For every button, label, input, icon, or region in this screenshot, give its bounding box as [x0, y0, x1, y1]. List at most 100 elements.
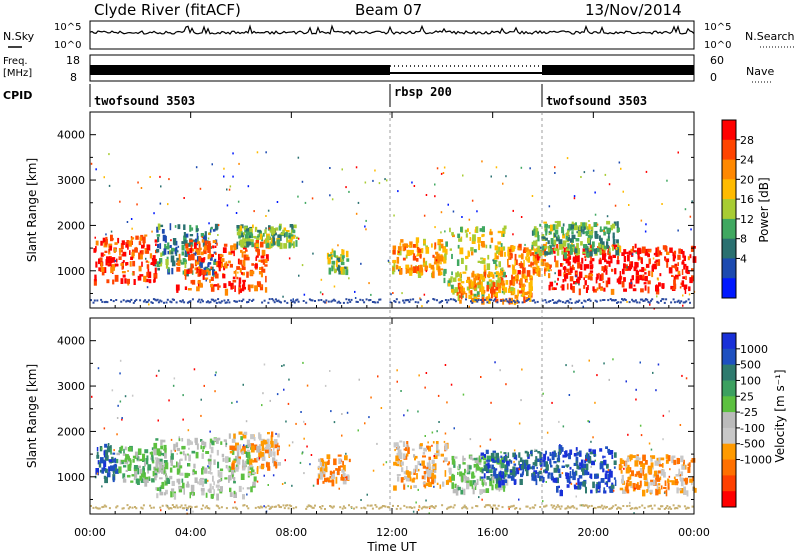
heatmap-cell — [152, 298, 155, 301]
heatmap-cell — [183, 232, 186, 238]
heatmap-cell — [474, 483, 477, 490]
heatmap-cell — [208, 222, 210, 225]
heatmap-cell — [336, 257, 341, 262]
heatmap-cell — [503, 452, 507, 455]
heatmap-cell — [447, 203, 449, 206]
heatmap-cell — [272, 237, 276, 243]
heatmap-cell — [154, 239, 158, 243]
heatmap-cell — [160, 300, 163, 303]
heatmap-cell — [417, 488, 419, 491]
heatmap-cell — [577, 466, 582, 470]
heatmap-cell — [408, 300, 411, 303]
heatmap-cell — [209, 483, 212, 490]
heatmap-cell — [278, 506, 281, 508]
heatmap-cell — [272, 474, 275, 477]
heatmap-cell — [271, 505, 274, 508]
heatmap-cell — [562, 454, 567, 458]
heatmap-cell — [125, 469, 128, 472]
heatmap-cell — [676, 457, 679, 465]
heatmap-cell — [145, 477, 149, 483]
heatmap-cell — [512, 265, 515, 270]
heatmap-cell — [144, 234, 148, 237]
heatmap-cell — [218, 507, 221, 510]
heatmap-cell — [648, 505, 651, 508]
heatmap-cell — [138, 265, 142, 272]
heatmap-cell — [156, 226, 159, 233]
heatmap-cell — [109, 245, 112, 251]
heatmap-cell — [203, 249, 207, 255]
heatmap-cell — [645, 170, 648, 173]
heatmap-cell — [470, 290, 473, 295]
heatmap-cell — [410, 507, 413, 509]
heatmap-cell — [616, 227, 620, 232]
heatmap-cell — [678, 505, 681, 508]
heatmap-cell — [204, 231, 207, 239]
heatmap-cell — [609, 487, 612, 493]
heatmap-cell — [147, 299, 150, 302]
heatmap-cell — [489, 478, 492, 481]
heatmap-cell — [240, 436, 243, 441]
heatmap-cell — [490, 237, 494, 243]
heatmap-cell — [562, 223, 565, 227]
heatmap-cell — [139, 468, 142, 475]
heatmap-cell — [359, 298, 362, 301]
heatmap-cell — [187, 473, 191, 477]
heatmap-cell — [684, 477, 689, 484]
heatmap-cell — [520, 166, 523, 169]
heatmap-cell — [411, 448, 415, 451]
heatmap-cell — [481, 287, 485, 291]
heatmap-cell — [452, 506, 455, 509]
heatmap-cell — [449, 468, 452, 475]
heatmap-cell — [153, 277, 156, 283]
heatmap-cell — [443, 277, 446, 284]
heatmap-cell — [344, 506, 347, 509]
heatmap-cell — [574, 225, 578, 231]
heatmap-cell — [243, 251, 246, 254]
heatmap-cell — [434, 256, 437, 263]
heatmap-cell — [462, 475, 466, 479]
heatmap-cell — [120, 243, 124, 250]
heatmap-cell — [266, 235, 270, 241]
heatmap-cell — [170, 251, 174, 255]
heatmap-cell — [217, 298, 220, 301]
heatmap-cell — [566, 157, 569, 160]
heatmap-cell — [350, 506, 353, 508]
heatmap-cell — [155, 243, 157, 246]
heatmap-cell — [524, 463, 526, 470]
heatmap-cell — [583, 277, 585, 281]
heatmap-cell — [612, 244, 616, 248]
heatmap-cell — [508, 285, 511, 289]
heatmap-cell — [428, 512, 430, 515]
heatmap-cell — [310, 454, 313, 456]
heatmap-cell — [666, 505, 669, 507]
heatmap-cell — [614, 452, 617, 458]
heatmap-cell — [250, 486, 253, 493]
heatmap-cell — [599, 226, 602, 233]
heatmap-cell — [635, 398, 637, 401]
heatmap-cell — [538, 470, 542, 475]
heatmap-cell — [482, 258, 486, 261]
heatmap-cell — [495, 478, 500, 484]
heatmap-cell — [202, 446, 205, 450]
heatmap-cell — [534, 448, 536, 451]
heatmap-cell — [627, 464, 630, 469]
heatmap-cell — [364, 181, 367, 184]
heatmap-cell — [616, 239, 619, 244]
heatmap-cell — [458, 238, 462, 242]
heatmap-cell — [655, 488, 659, 496]
heatmap-cell — [521, 270, 525, 278]
heatmap-cell — [230, 246, 233, 251]
heatmap-cell — [675, 474, 680, 477]
heatmap-cell — [184, 274, 187, 280]
heatmap-cell — [228, 433, 231, 439]
heatmap-cell — [628, 250, 631, 255]
heatmap-cell — [179, 459, 181, 464]
heatmap-cell — [342, 268, 346, 275]
heatmap-cell — [491, 473, 495, 481]
heatmap-cell — [569, 466, 572, 470]
heatmap-cell — [603, 299, 606, 301]
heatmap-cell — [648, 301, 651, 304]
heatmap-cell — [428, 467, 431, 472]
heatmap-cell — [228, 480, 230, 483]
heatmap-cell — [686, 490, 689, 497]
